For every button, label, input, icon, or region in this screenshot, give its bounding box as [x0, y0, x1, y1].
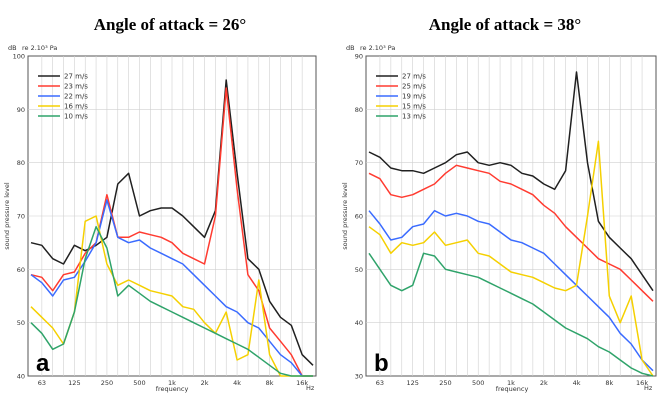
panel-b-x-tick-label: 125 [406, 379, 418, 387]
panel-b-y-tick-label: 70 [355, 159, 363, 167]
panel-b-x-tick-label: 16k [636, 379, 648, 387]
panel-a-x-tick-label: 500 [133, 379, 145, 387]
panel-a-legend: 27 m/s 23 m/s 22 m/s 16 m/s 10 m/s [38, 73, 88, 121]
panel-a-series-line-2 [30, 87, 313, 377]
panel-a-x-axis-label: frequency [156, 385, 189, 393]
panel-a-x-tick-label: 63 [38, 379, 46, 387]
panel-b-x-ticks: 63 125 250 500 1k 2k 4k 8k 16k [376, 379, 649, 387]
panel-a-y-tick-label: 60 [17, 266, 25, 274]
panel-b-x-tick-label: 4k [573, 379, 581, 387]
panel-b-x-axis-label: frequency [496, 385, 529, 393]
panel-b-series-line-4 [368, 140, 654, 377]
panel-b-series-line-3 [368, 209, 654, 372]
panel-b-series-line-5 [368, 252, 654, 377]
chart-panel-b: Angle of attack = 38° dB re 2.10³ Pa 30 4… [341, 15, 657, 393]
panel-a-series-group [30, 79, 314, 377]
panel-b-x-tick-label: 8k [605, 379, 613, 387]
panel-b-y-tick-label: 80 [355, 106, 363, 114]
panel-a-x-tick-label: 16k [296, 379, 308, 387]
panel-a-series-line-3 [30, 199, 313, 377]
panel-a-title: Angle of attack = 26° [94, 15, 246, 34]
panel-a-x-unit: Hz [306, 384, 315, 392]
panel-a-y-tick-label: 100 [13, 53, 25, 61]
panel-b-y-tick-label: 40 [355, 319, 363, 327]
panel-a-reference-label: re 2.10³ Pa [22, 44, 57, 52]
panel-a-x-tick-label: 125 [68, 379, 80, 387]
panel-b-x-tick-label: 500 [472, 379, 484, 387]
panel-a-y-tick-label: 40 [17, 373, 25, 381]
panel-b-legend-label: 25 m/s [402, 83, 426, 91]
panel-b-y-tick-label: 60 [355, 213, 363, 221]
panel-b-x-tick-label: 63 [376, 379, 384, 387]
panel-a-legend-label: 23 m/s [64, 83, 88, 91]
panel-a-legend-label: 16 m/s [64, 103, 88, 111]
panel-b-x-tick-label: 1k [507, 379, 515, 387]
panel-b-legend: 27 m/s 25 m/s 19 m/s 15 m/s 13 m/s [376, 73, 426, 121]
panel-b-letter: b [374, 350, 389, 377]
panel-b-legend-label: 15 m/s [402, 103, 426, 111]
chart-panel-a: Angle of attack = 26° dB re 2.10³ Pa 40 5… [3, 15, 317, 393]
panel-a-y-axis-label: sound pressure level [3, 182, 11, 250]
panel-a-x-tick-label: 250 [101, 379, 113, 387]
panel-b-x-unit: Hz [644, 384, 653, 392]
panel-a-x-tick-label: 4k [233, 379, 241, 387]
panel-b-legend-label: 27 m/s [402, 73, 426, 81]
panel-a-legend-label: 10 m/s [64, 113, 88, 121]
panel-b-reference-label: re 2.10³ Pa [360, 44, 395, 52]
panel-b-series-line-2 [368, 164, 654, 302]
panel-a-x-tick-label: 2k [201, 379, 209, 387]
panel-a-x-tick-label: 8k [266, 379, 274, 387]
panel-a-x-ticks: 63 125 250 500 1k 2k 4k 8k 16k [38, 379, 309, 387]
panel-b-legend-label: 13 m/s [402, 113, 426, 121]
panel-a-unit-label: dB [8, 44, 17, 52]
panel-a-y-tick-label: 70 [17, 213, 25, 221]
panel-a-series-line-5 [30, 225, 313, 377]
panel-b-y-tick-label: 90 [355, 53, 363, 61]
panel-a-letter: a [36, 350, 50, 377]
panel-b-unit-label: dB [346, 44, 355, 52]
panel-a-y-tick-label: 80 [17, 159, 25, 167]
panel-b-series-group [368, 71, 654, 377]
panel-b-title: Angle of attack = 38° [429, 15, 581, 34]
panel-a-y-ticks: 40 50 60 70 80 90 100 [13, 53, 25, 381]
panel-b-legend-label: 19 m/s [402, 93, 426, 101]
panel-a-y-tick-label: 50 [17, 319, 25, 327]
panel-a-legend-label: 22 m/s [64, 93, 88, 101]
panel-a-y-tick-label: 90 [17, 106, 25, 114]
panel-a-series-line-4 [30, 215, 313, 377]
panel-b-y-tick-label: 30 [355, 373, 363, 381]
panel-b-series-line-1 [368, 71, 654, 292]
panel-b-gridlines [366, 56, 656, 376]
panel-a-legend-label: 27 m/s [64, 73, 88, 81]
panel-a-series-line-1 [30, 79, 314, 366]
panel-b-y-tick-label: 50 [355, 266, 363, 274]
panel-b-y-ticks: 30 40 50 60 70 80 90 [355, 53, 363, 381]
panel-b-x-tick-label: 250 [439, 379, 451, 387]
panel-b-y-axis-label: sound pressure level [341, 182, 349, 250]
panel-a-x-tick-label: 1k [168, 379, 176, 387]
panel-b-x-tick-label: 2k [540, 379, 548, 387]
